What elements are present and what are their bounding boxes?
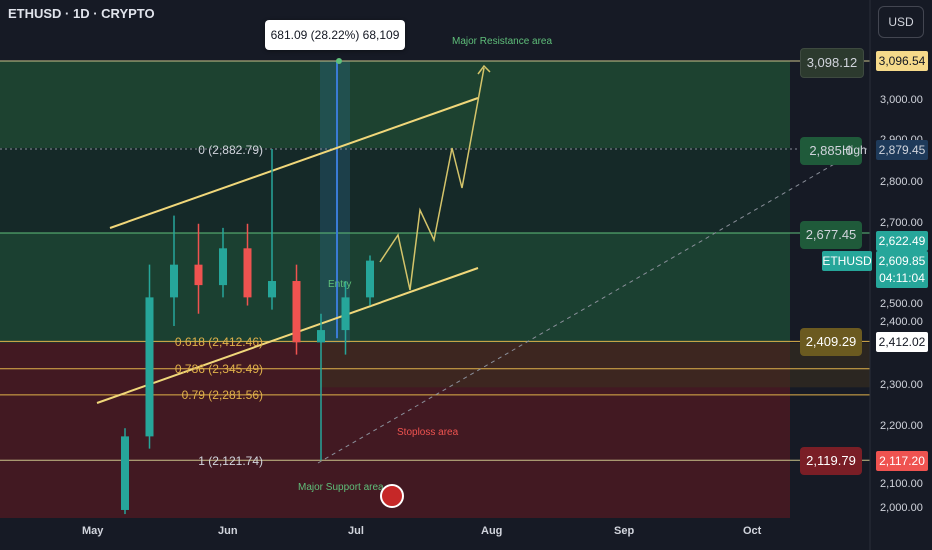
symbol-title: ETHUSD · 1D · CRYPTO bbox=[8, 6, 155, 21]
fib-label-0: 0 (2,882.79) bbox=[198, 143, 263, 157]
entry-annotation: Entry bbox=[328, 279, 352, 290]
y-tick: 2,700.00 bbox=[880, 217, 923, 229]
x-label-may: May bbox=[82, 525, 104, 537]
projection-arrowhead bbox=[477, 64, 491, 75]
price-badge-2117: 2,117.20 bbox=[876, 451, 928, 471]
level-box-3098: 3,098.12 bbox=[800, 48, 864, 78]
x-label-oct: Oct bbox=[743, 525, 762, 537]
support-annotation: Major Support area bbox=[298, 482, 384, 493]
resistance-zone bbox=[0, 61, 790, 149]
candle-body bbox=[194, 264, 203, 286]
high-tag: High bbox=[842, 143, 867, 157]
upper-zone bbox=[0, 148, 790, 234]
channel-upper bbox=[109, 97, 479, 229]
candle-body bbox=[317, 330, 325, 343]
level-box-2677: 2,677.45 bbox=[800, 221, 862, 249]
candle-body bbox=[243, 248, 252, 298]
currency-button[interactable]: USD bbox=[878, 6, 924, 38]
level-box-2409: 2,409.29 bbox=[800, 328, 862, 356]
candle-body bbox=[292, 281, 301, 343]
candle-body bbox=[219, 248, 227, 286]
fib-label-0618: 0.618 (2,412.46) bbox=[174, 335, 263, 349]
flag-icon[interactable] bbox=[380, 484, 404, 508]
support-box bbox=[320, 342, 870, 388]
level-box-2885: 2,885.0 bbox=[800, 137, 862, 165]
y-tick: 2,300.00 bbox=[880, 379, 923, 391]
y-tick: 2,100.00 bbox=[880, 478, 923, 490]
level-box-2119: 2,119.79 bbox=[800, 447, 862, 475]
fib-label-079: 0.79 (2,281.56) bbox=[181, 388, 263, 402]
fib-label-1: 1 (2,121.74) bbox=[198, 454, 263, 468]
candle-body bbox=[145, 297, 154, 437]
time-axis-panel bbox=[0, 518, 870, 550]
price-badge-3096: 3,096.54 bbox=[876, 51, 928, 71]
y-tick: 2,000.00 bbox=[880, 502, 923, 514]
channel-lower bbox=[96, 267, 479, 404]
candle-body bbox=[121, 436, 129, 510]
y-tick: 3,000.00 bbox=[880, 94, 923, 106]
price-badge-2622: 2,622.49 bbox=[876, 231, 928, 251]
trend-dashed bbox=[317, 147, 863, 464]
x-label-aug: Aug bbox=[481, 525, 503, 537]
y-tick: 2,200.00 bbox=[880, 420, 923, 432]
x-label-jun: Jun bbox=[218, 525, 238, 537]
countdown-badge: 04:11:04 bbox=[876, 268, 928, 288]
y-tick: 2,800.00 bbox=[880, 176, 923, 188]
candle-body bbox=[341, 297, 350, 331]
candle-body bbox=[366, 260, 374, 298]
price-badge-2412: 2,412.02 bbox=[876, 332, 928, 352]
y-tick: 2,400.00 bbox=[880, 316, 923, 328]
measure-point bbox=[336, 58, 342, 64]
stoploss-annotation: Stoploss area bbox=[397, 427, 459, 438]
x-label-jul: Jul bbox=[348, 525, 364, 537]
projection-path bbox=[379, 67, 485, 291]
x-label-sep: Sep bbox=[614, 525, 635, 537]
resistance-annotation: Major Resistance area bbox=[452, 36, 553, 47]
candle-body bbox=[170, 264, 178, 298]
fib-label-0786: 0.786 (2,345.49) bbox=[174, 362, 263, 376]
last-price-badge: 2,609.85 bbox=[876, 251, 928, 271]
entry-zone bbox=[0, 233, 790, 343]
symbol-badge: ETHUSD bbox=[822, 251, 872, 271]
candle-body bbox=[268, 281, 276, 298]
y-tick: 2,500.00 bbox=[880, 298, 923, 310]
measure-tooltip: 681.09 (28.22%) 68,109 bbox=[265, 20, 405, 50]
price-badge-2879: 2,879.45 bbox=[876, 140, 928, 160]
